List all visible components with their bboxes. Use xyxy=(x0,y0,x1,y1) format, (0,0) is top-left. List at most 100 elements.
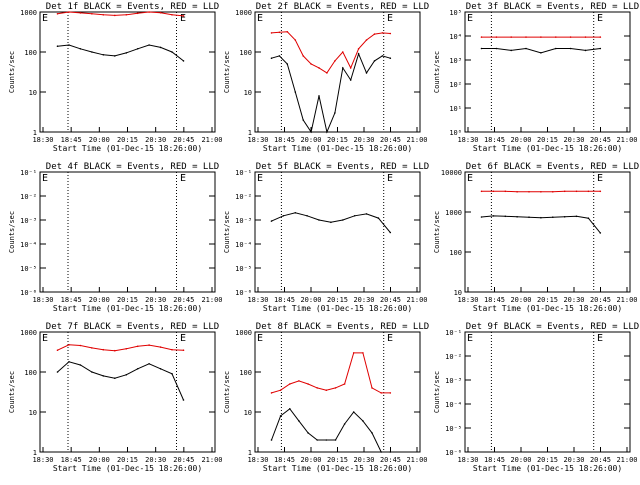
data-point xyxy=(136,368,139,370)
event-marker: E xyxy=(387,13,393,24)
x-tick-label: 20:00 xyxy=(300,136,321,144)
data-point xyxy=(270,32,273,34)
data-point xyxy=(552,216,554,218)
x-tick-label: 20:00 xyxy=(300,456,321,464)
x-tick-label: 18:30 xyxy=(457,296,478,304)
data-point xyxy=(326,131,328,133)
data-point xyxy=(587,217,590,219)
x-tick-label: 21:00 xyxy=(406,136,427,144)
x-tick-label: 20:15 xyxy=(327,136,348,144)
data-point xyxy=(68,361,70,363)
y-tick-label: 100 xyxy=(24,49,37,57)
data-point xyxy=(182,60,185,62)
data-point xyxy=(307,432,309,434)
data-point xyxy=(389,57,392,59)
y-tick-label: 10 xyxy=(29,409,37,417)
y-axis-label: Counts/sec xyxy=(433,371,441,413)
x-axis-label: Start Time (01-Dec-15 18:26:00) xyxy=(263,144,412,153)
data-point xyxy=(56,349,59,352)
plot-frame xyxy=(254,171,421,293)
data-point xyxy=(270,57,273,59)
x-tick-label: 18:30 xyxy=(247,296,268,304)
data-point xyxy=(68,344,70,346)
data-point xyxy=(343,383,346,385)
x-tick-label: 21:00 xyxy=(406,456,427,464)
data-point xyxy=(599,232,602,234)
data-point xyxy=(102,14,105,16)
series-line-events xyxy=(57,361,184,401)
y-tick-label: 10⁻⁶ xyxy=(235,289,252,297)
data-point xyxy=(380,392,383,394)
plot-frame xyxy=(254,331,421,453)
event-marker: E xyxy=(42,333,48,344)
event-marker: E xyxy=(467,13,473,24)
data-point xyxy=(79,344,82,347)
y-tick-label: 10⁻⁴ xyxy=(445,401,462,409)
data-point xyxy=(286,63,289,65)
data-point xyxy=(310,63,312,65)
data-point xyxy=(330,221,332,224)
y-tick-label: 10² xyxy=(449,81,462,89)
data-point xyxy=(563,190,566,193)
y-tick-label: 100 xyxy=(239,49,252,57)
data-point xyxy=(371,432,373,434)
data-point xyxy=(325,439,328,441)
y-tick-label: 100 xyxy=(239,369,252,377)
x-tick-label: 18:30 xyxy=(247,456,268,464)
data-point xyxy=(540,52,542,54)
panel-det-8: Det 8f BLACK = Events, RED = LLD 1 10 100 10… xyxy=(223,322,429,473)
event-marker: E xyxy=(42,13,48,24)
panel-title: Det 7f BLACK = Events, RED = LLD xyxy=(46,322,219,332)
series-line-lld xyxy=(271,352,391,394)
data-point xyxy=(599,36,602,38)
x-axis-label: Start Time (01-Dec-15 18:26:00) xyxy=(263,304,412,313)
x-axis-label: Start Time (01-Dec-15 18:26:00) xyxy=(473,144,622,153)
x-tick-label: 20:15 xyxy=(327,456,348,464)
data-point xyxy=(91,347,93,349)
data-point xyxy=(352,352,355,354)
data-point xyxy=(56,371,59,373)
data-point xyxy=(159,368,162,370)
data-point xyxy=(316,387,319,389)
x-tick-label: 20:45 xyxy=(380,136,401,144)
data-point xyxy=(552,191,554,193)
data-point xyxy=(282,215,285,217)
panel-title: Det 9f BLACK = Events, RED = LLD xyxy=(466,322,639,332)
data-point xyxy=(389,231,392,234)
x-tick-label: 18:30 xyxy=(457,136,478,144)
data-point xyxy=(298,420,300,422)
data-point xyxy=(56,45,59,47)
data-point xyxy=(278,55,281,57)
y-tick-label: 10⁻³ xyxy=(445,377,462,385)
panel-title: Det 2f BLACK = Events, RED = LLD xyxy=(256,2,429,12)
y-tick-label: 10⁵ xyxy=(449,9,462,17)
x-tick-label: 20:15 xyxy=(117,296,138,304)
x-tick-label: 20:30 xyxy=(145,456,166,464)
y-tick-label: 10⁻¹ xyxy=(235,169,252,177)
data-point xyxy=(495,47,498,50)
x-tick-label: 20:00 xyxy=(510,296,531,304)
data-point xyxy=(270,392,273,394)
data-point xyxy=(114,349,116,352)
x-tick-label: 20:30 xyxy=(145,136,166,144)
y-axis-label: Counts/sec xyxy=(223,371,231,413)
x-tick-label: 21:00 xyxy=(201,136,222,144)
x-tick-label: 20:30 xyxy=(353,136,374,144)
data-point xyxy=(148,344,150,346)
plot-frame xyxy=(39,171,216,293)
data-point xyxy=(136,345,139,348)
data-point xyxy=(371,387,373,389)
data-point xyxy=(114,377,116,380)
data-point xyxy=(516,191,518,193)
data-point xyxy=(79,364,82,366)
data-point xyxy=(540,191,542,193)
data-point xyxy=(563,216,566,218)
x-tick-label: 18:30 xyxy=(457,456,478,464)
y-tick-label: 10⁻⁵ xyxy=(445,425,462,433)
data-point xyxy=(599,190,602,193)
x-axis-label: Start Time (01-Dec-15 18:26:00) xyxy=(473,464,622,473)
data-point xyxy=(377,217,380,219)
event-marker: E xyxy=(597,13,603,24)
x-tick-label: 20:30 xyxy=(353,296,374,304)
